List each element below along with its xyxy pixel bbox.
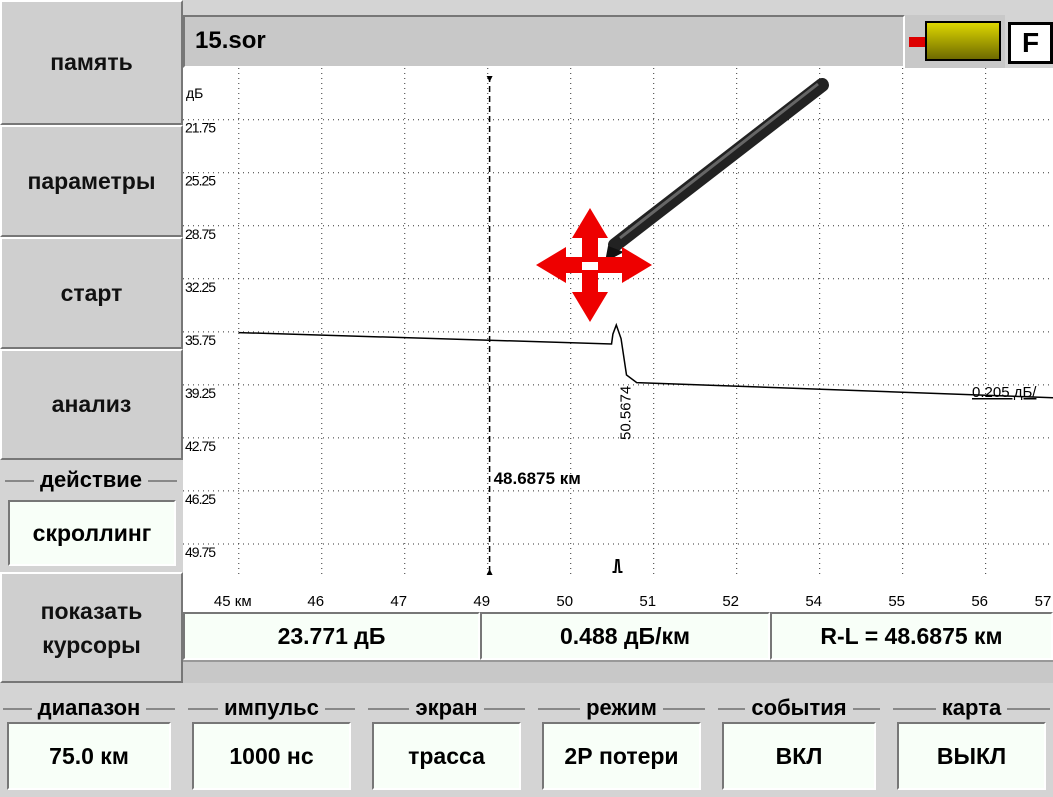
x-tick-label: 54 [805,593,822,610]
chart: дБ 21.75 25.25 28.75 32.25 35.75 39.25 42.75 46.… [0,0,1053,612]
y-tick-label: 46.25 [185,491,216,507]
slope-label: 0.205 дБ/ [972,384,1037,401]
readout: R-L = 48.6875 км [770,612,1053,660]
setting-value[interactable]: трасса [372,722,521,790]
y-tick-label: 49.75 [185,544,216,560]
x-tick-label: 57 [1035,593,1052,610]
x-tick-label: 56 [971,593,988,610]
setting-label: режим [580,695,663,720]
setting-label: экран [409,695,483,720]
setting-value[interactable]: 75.0 км [7,722,171,790]
x-tick-label: 51 [639,593,656,610]
x-tick-label: 46 [307,593,324,610]
setting-label: карта [936,695,1007,720]
setting-label: события [745,695,852,720]
setting-value[interactable]: ВКЛ [722,722,876,790]
y-tick-label: 32.25 [185,279,216,295]
cursor-label: 48.6875 км [494,469,581,488]
x-tick-label: 50 [556,593,573,610]
screen: память параметры старт анализ действие с… [0,0,1053,797]
y-tick-label: 25.25 [185,173,216,189]
x-tick-label: 47 [390,593,407,610]
setting-label: импульс [218,695,325,720]
y-tick-label: 28.75 [185,226,216,242]
status-bar [183,660,1053,683]
setting-value[interactable]: ВЫКЛ [897,722,1046,790]
x-tick-label: 49 [473,593,490,610]
y-tick-label: 21.75 [185,120,216,136]
setting-value[interactable]: 1000 нс [192,722,351,790]
setting-label: диапазон [32,695,147,720]
readout: 23.771 дБ [183,612,480,660]
x-tick-label: 52 [722,593,739,610]
setting-value[interactable]: 2Р потери [542,722,701,790]
plot-bg [183,68,1053,612]
x-tick-label: 45 км [214,593,252,610]
y-tick-label: 35.75 [185,332,216,348]
y-tick-label: 42.75 [185,438,216,454]
x-tick-label: 55 [888,593,905,610]
readout: 0.488 дБ/км [480,612,770,660]
y-tick-label: 39.25 [185,385,216,401]
y-axis-label: дБ [186,85,203,101]
event-label: 50.5674 [617,386,634,440]
